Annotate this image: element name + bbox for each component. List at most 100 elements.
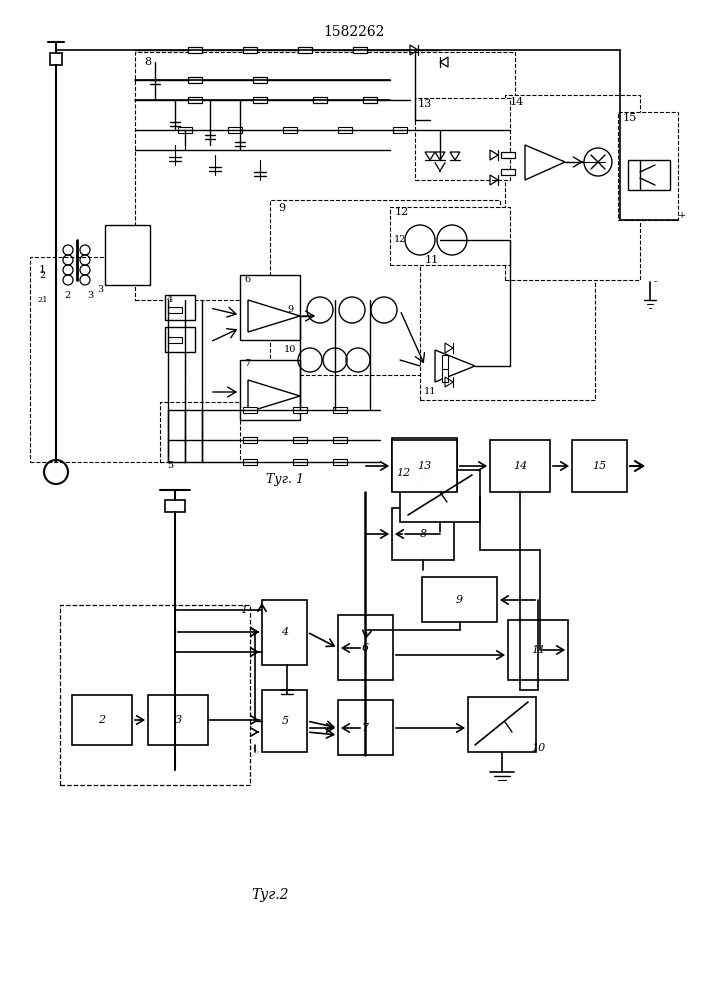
Bar bbox=[178, 127, 192, 133]
Bar bbox=[228, 127, 242, 133]
Text: 15: 15 bbox=[592, 461, 606, 471]
Bar bbox=[338, 127, 352, 133]
Bar bbox=[333, 459, 347, 465]
Bar bbox=[442, 368, 448, 382]
Bar bbox=[490, 440, 550, 492]
Text: 1: 1 bbox=[38, 265, 45, 275]
Bar bbox=[628, 160, 670, 190]
Text: 9: 9 bbox=[455, 595, 462, 605]
Bar bbox=[313, 97, 327, 103]
Text: 12: 12 bbox=[395, 207, 409, 217]
Bar bbox=[572, 440, 627, 492]
Text: 11: 11 bbox=[531, 645, 545, 655]
Bar bbox=[283, 127, 297, 133]
Text: 7: 7 bbox=[361, 723, 368, 733]
Bar bbox=[135, 52, 515, 300]
Text: 11: 11 bbox=[423, 387, 436, 396]
Bar bbox=[333, 437, 347, 443]
Bar bbox=[338, 615, 393, 680]
Bar bbox=[148, 695, 208, 745]
Text: 8: 8 bbox=[419, 529, 426, 539]
Text: 5: 5 bbox=[167, 460, 173, 470]
Text: 7: 7 bbox=[244, 359, 250, 367]
Text: 3: 3 bbox=[175, 715, 182, 725]
Bar bbox=[253, 77, 267, 83]
Bar bbox=[618, 112, 678, 220]
Bar bbox=[165, 327, 195, 352]
Text: Τуг. 1: Τуг. 1 bbox=[266, 474, 304, 487]
Text: 6: 6 bbox=[244, 275, 250, 284]
Text: 2: 2 bbox=[65, 290, 71, 300]
Bar bbox=[270, 200, 500, 375]
Bar bbox=[188, 97, 202, 103]
Bar bbox=[243, 47, 257, 53]
Bar bbox=[293, 459, 307, 465]
Bar bbox=[262, 600, 307, 665]
Bar bbox=[505, 95, 640, 280]
Text: 10: 10 bbox=[284, 346, 296, 355]
Bar bbox=[298, 47, 312, 53]
Text: +: + bbox=[678, 211, 686, 220]
Bar bbox=[390, 207, 510, 265]
Text: Τуг.2: Τуг.2 bbox=[251, 888, 288, 902]
Text: 11: 11 bbox=[425, 255, 439, 265]
Bar bbox=[243, 459, 257, 465]
Text: 4: 4 bbox=[167, 296, 173, 304]
Bar bbox=[240, 275, 300, 340]
Bar bbox=[60, 605, 250, 785]
Bar bbox=[468, 697, 536, 752]
Text: 13: 13 bbox=[418, 99, 432, 109]
Bar bbox=[338, 700, 393, 755]
Bar bbox=[392, 440, 457, 492]
Text: 1582262: 1582262 bbox=[323, 25, 385, 39]
Text: 4: 4 bbox=[281, 627, 288, 637]
Bar bbox=[165, 500, 185, 512]
Bar bbox=[188, 47, 202, 53]
Text: 5: 5 bbox=[281, 716, 288, 726]
Bar bbox=[168, 337, 182, 343]
Bar bbox=[253, 97, 267, 103]
Bar bbox=[400, 470, 480, 522]
Bar bbox=[188, 77, 202, 83]
Bar bbox=[243, 407, 257, 413]
Bar bbox=[420, 252, 595, 400]
Bar bbox=[508, 620, 568, 680]
Bar bbox=[165, 295, 195, 320]
Bar bbox=[30, 257, 185, 462]
Text: 2: 2 bbox=[40, 270, 46, 279]
Bar bbox=[240, 360, 300, 420]
Text: -: - bbox=[653, 277, 657, 286]
Text: 3: 3 bbox=[87, 290, 93, 300]
Bar bbox=[392, 508, 454, 560]
Bar bbox=[243, 437, 257, 443]
Text: 14: 14 bbox=[510, 97, 524, 107]
Text: 13: 13 bbox=[417, 461, 431, 471]
Text: 9: 9 bbox=[279, 203, 286, 213]
Text: 14: 14 bbox=[513, 461, 527, 471]
Bar bbox=[72, 695, 132, 745]
Bar bbox=[392, 438, 457, 490]
Bar bbox=[422, 577, 497, 622]
Text: 8: 8 bbox=[144, 57, 151, 67]
Text: 2: 2 bbox=[98, 715, 105, 725]
Text: 15: 15 bbox=[623, 113, 637, 123]
Bar bbox=[293, 407, 307, 413]
Bar bbox=[105, 225, 150, 285]
Text: 12: 12 bbox=[396, 468, 410, 478]
Text: 9: 9 bbox=[287, 306, 293, 314]
Bar bbox=[415, 98, 510, 180]
Bar bbox=[501, 169, 515, 175]
Bar bbox=[160, 402, 240, 462]
Bar bbox=[393, 127, 407, 133]
Bar bbox=[262, 690, 307, 752]
Text: 1: 1 bbox=[240, 605, 247, 615]
Bar bbox=[442, 355, 448, 369]
Bar bbox=[293, 437, 307, 443]
Text: 6: 6 bbox=[361, 643, 368, 653]
Bar bbox=[363, 97, 377, 103]
Text: 10: 10 bbox=[531, 743, 545, 753]
Text: 3: 3 bbox=[97, 286, 103, 294]
Bar bbox=[50, 53, 62, 65]
Text: 12: 12 bbox=[394, 235, 407, 244]
Bar bbox=[501, 152, 515, 158]
